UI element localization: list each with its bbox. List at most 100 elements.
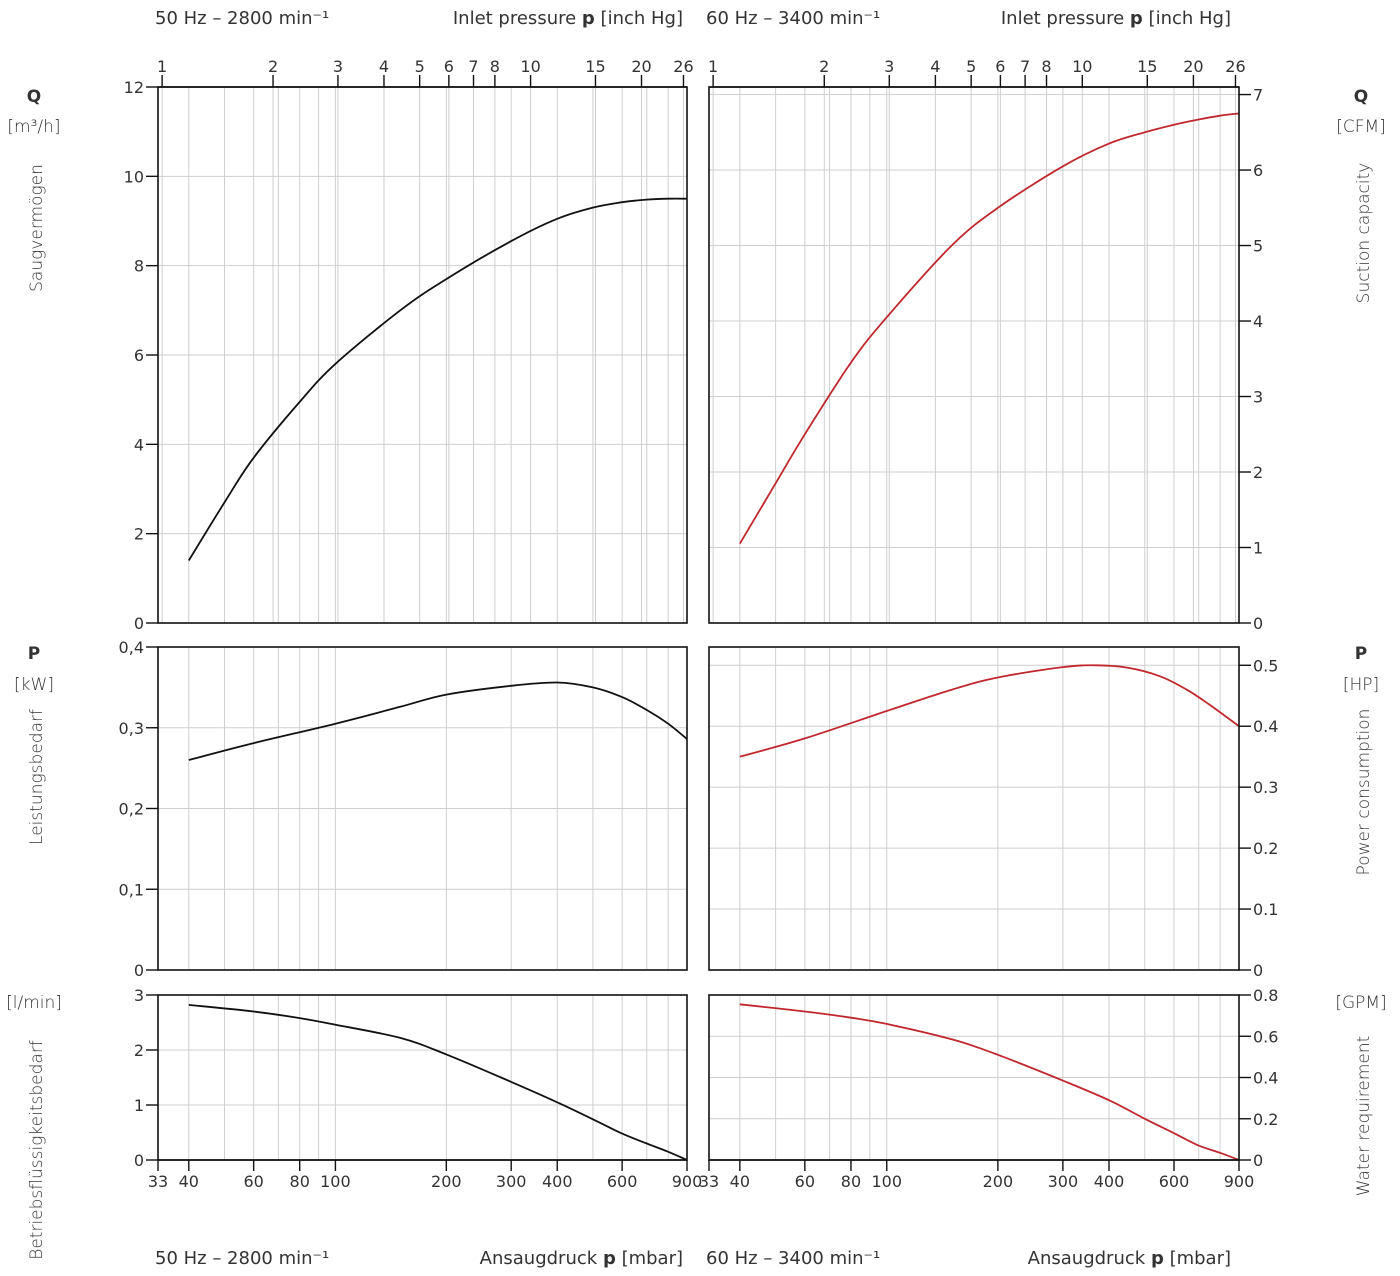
water-50hz-ytick-label-1: 1: [134, 1096, 144, 1115]
power-60hz-ytick-label-0.2: 0.2: [1253, 839, 1278, 858]
suction-60hz-ytick-label-1: 1: [1253, 539, 1263, 558]
inhg-tick-label-0-10: 10: [520, 57, 540, 76]
water-60hz-ytick-label-0.4: 0.4: [1253, 1069, 1278, 1088]
inhg-tick-label-1-10: 10: [1072, 57, 1092, 76]
power-50hz-ytick-label-0.2: 0,2: [119, 800, 144, 819]
power-50hz-ytick-label-0: 0: [134, 961, 144, 980]
header-bottom-right-unit: [mbar]: [1170, 1248, 1231, 1269]
inhg-tick-label-1-8: 8: [1041, 57, 1051, 76]
mbar-tick-label-0-400: 400: [542, 1172, 573, 1191]
header-top-right-axis: Inlet pressure p [inch Hg]: [1001, 8, 1231, 29]
mbar-tick-label-1-60: 60: [795, 1172, 815, 1191]
header-bottom-right-p-symbol: p: [1151, 1248, 1164, 1269]
inhg-tick-label-1-7: 7: [1020, 57, 1030, 76]
right-p-symbol: P: [1355, 644, 1367, 664]
inhg-tick-label-0-2: 2: [268, 57, 278, 76]
inhg-tick-label-1-20: 20: [1183, 57, 1203, 76]
power-50hz-series-line-0: [189, 682, 687, 760]
left-q-symbol: Q: [27, 87, 41, 107]
header-top-right-unit: [inch Hg]: [1149, 8, 1231, 29]
inhg-tick-label-0-7: 7: [468, 57, 478, 76]
inhg-tick-label-1-2: 2: [819, 57, 829, 76]
header-top-left-axis: Inlet pressure p [inch Hg]: [453, 8, 683, 29]
inhg-tick-label-0-20: 20: [631, 57, 651, 76]
right-p-name: Power consumption: [1354, 709, 1374, 876]
left-q-unit: [m³/h]: [7, 117, 60, 137]
suction-50hz-ytick-label-2: 2: [134, 525, 144, 544]
right-q-name: Suction capacity: [1354, 163, 1374, 304]
suction-60hz-ytick-label-6: 6: [1253, 161, 1263, 180]
mbar-tick-label-1-80: 80: [841, 1172, 861, 1191]
power-60hz-ytick-label-0.1: 0.1: [1253, 900, 1278, 919]
inhg-tick-label-1-15: 15: [1137, 57, 1157, 76]
water-50hz-ytick-label-2: 2: [134, 1041, 144, 1060]
inhg-tick-label-1-4: 4: [930, 57, 940, 76]
inhg-tick-label-0-6: 6: [444, 57, 454, 76]
suction-50hz-ytick-label-8: 8: [134, 257, 144, 276]
axes-layer: [146, 75, 1251, 1171]
power-60hz-ytick-label-0: 0: [1253, 961, 1263, 980]
mbar-tick-label-1-600: 600: [1159, 1172, 1190, 1191]
suction-60hz-ytick-label-7: 7: [1253, 86, 1263, 105]
tick-labels-layer: 0246810120123456700,10,20,30,400.10.20.3…: [119, 57, 1279, 1191]
left-p-unit: [kW]: [14, 675, 54, 695]
right-q-symbol: Q: [1354, 87, 1368, 107]
inhg-tick-label-1-3: 3: [884, 57, 894, 76]
mbar-tick-label-1-200: 200: [983, 1172, 1014, 1191]
suction-50hz-ytick-label-12: 12: [124, 78, 144, 97]
power-50hz-ytick-label-0.3: 0,3: [119, 719, 144, 738]
inhg-tick-label-0-1: 1: [157, 57, 167, 76]
water-60hz-ytick-label-0.8: 0.8: [1253, 986, 1278, 1005]
header-bottom-left-unit: [mbar]: [622, 1248, 683, 1269]
header-top-left-p-symbol: p: [582, 8, 595, 29]
water-60hz-series-line-0: [740, 1004, 1239, 1160]
inhg-tick-label-0-26: 26: [673, 57, 693, 76]
power-50hz-ytick-label-0.1: 0,1: [119, 880, 144, 899]
water-60hz-ytick-label-0: 0: [1253, 1151, 1263, 1170]
mbar-tick-label-0-33: 33: [148, 1172, 168, 1191]
power-60hz-frame: [709, 647, 1239, 970]
suction-60hz-ytick-label-5: 5: [1253, 237, 1263, 256]
inhg-tick-label-0-3: 3: [333, 57, 343, 76]
header-top-right-p-symbol: p: [1130, 8, 1143, 29]
water-60hz-ytick-label-0.2: 0.2: [1253, 1110, 1278, 1129]
header-bottom-right-freq: 60 Hz – 3400 min⁻¹: [706, 1248, 880, 1269]
suction-60hz-series-line-0: [740, 113, 1239, 543]
header-bottom-left-freq: 50 Hz – 2800 min⁻¹: [155, 1248, 329, 1269]
mbar-tick-label-0-40: 40: [179, 1172, 199, 1191]
left-w-name: Betriebsflüssigkeitsbedarf: [27, 1040, 47, 1260]
inhg-tick-label-1-1: 1: [708, 57, 718, 76]
mbar-tick-label-1-40: 40: [730, 1172, 750, 1191]
mbar-tick-label-1-100: 100: [871, 1172, 902, 1191]
header-top-right-freq: 60 Hz – 3400 min⁻¹: [706, 8, 880, 29]
mbar-tick-label-0-60: 60: [243, 1172, 263, 1191]
mbar-tick-label-0-80: 80: [290, 1172, 310, 1191]
water-50hz-frame: [158, 995, 687, 1160]
header-top-right-axis-label: Inlet pressure: [1001, 8, 1124, 29]
inhg-tick-label-0-5: 5: [415, 57, 425, 76]
power-60hz-series-line-0: [740, 665, 1239, 756]
mbar-tick-label-0-600: 600: [607, 1172, 638, 1191]
suction-50hz-ytick-label-4: 4: [134, 435, 144, 454]
header-top-left-axis-label: Inlet pressure: [453, 8, 576, 29]
right-q-unit: [CFM]: [1336, 117, 1386, 137]
mbar-tick-label-0-300: 300: [496, 1172, 527, 1191]
curves-layer: [189, 113, 1239, 1160]
inhg-tick-label-0-8: 8: [490, 57, 500, 76]
right-p-unit: [HP]: [1343, 675, 1379, 695]
left-q-name: Saugvermögen: [27, 164, 47, 292]
header-top-left-freq: 50 Hz – 2800 min⁻¹: [155, 8, 329, 29]
suction-60hz-ytick-label-4: 4: [1253, 312, 1263, 331]
header-bottom-left-axis: Ansaugdruck p [mbar]: [480, 1248, 683, 1269]
mbar-tick-label-0-100: 100: [320, 1172, 351, 1191]
suction-50hz-ytick-label-0: 0: [134, 614, 144, 633]
power-60hz-ytick-label-0.5: 0.5: [1253, 656, 1278, 675]
right-w-name: Water requirement: [1354, 1036, 1374, 1197]
suction-60hz-ytick-label-3: 3: [1253, 388, 1263, 407]
suction-60hz-ytick-label-2: 2: [1253, 463, 1263, 482]
inhg-tick-label-1-6: 6: [995, 57, 1005, 76]
header-bottom-right-axis: Ansaugdruck p [mbar]: [1028, 1248, 1231, 1269]
suction-50hz-series-line-0: [189, 199, 687, 561]
mbar-tick-label-0-900: 900: [672, 1172, 703, 1191]
